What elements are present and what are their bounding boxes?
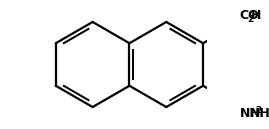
- Text: NH: NH: [250, 107, 269, 120]
- Text: CO: CO: [240, 9, 259, 22]
- Text: NH: NH: [240, 107, 260, 120]
- Text: H: H: [251, 9, 261, 22]
- Text: 2: 2: [247, 15, 254, 24]
- Text: 2: 2: [255, 106, 261, 115]
